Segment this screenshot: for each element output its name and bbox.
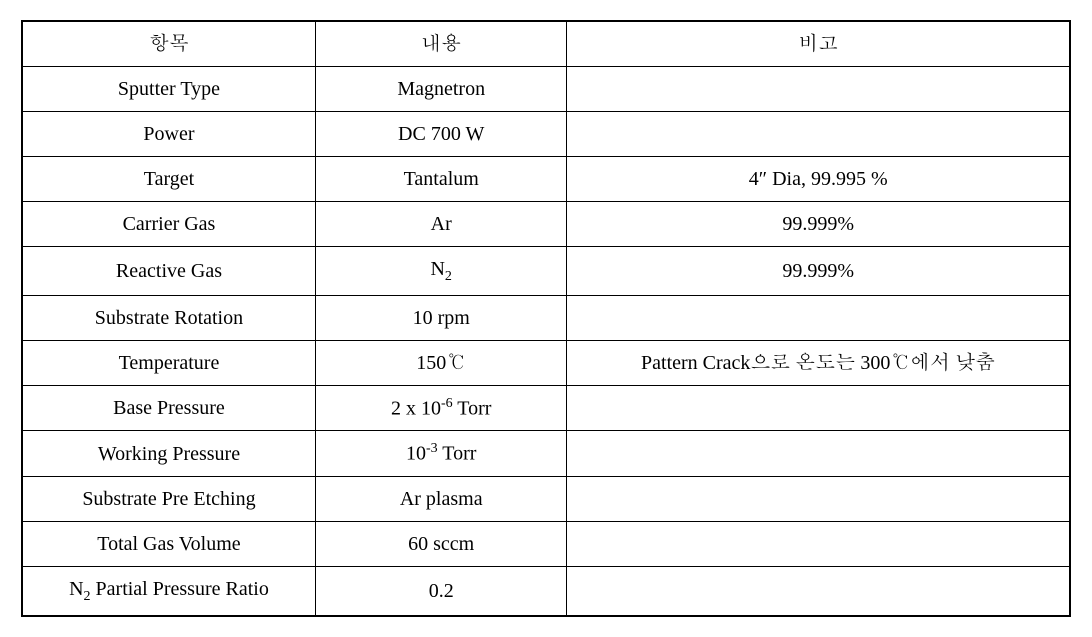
cell-note <box>567 295 1070 340</box>
table-row: N2 Partial Pressure Ratio 0.2 <box>22 566 1070 615</box>
header-content: 내용 <box>315 21 567 67</box>
table-row: Total Gas Volume 60 sccm <box>22 521 1070 566</box>
table-row: Carrier Gas Ar 99.999% <box>22 202 1070 247</box>
cell-content: 0.2 <box>315 566 567 615</box>
cell-item: Target <box>22 157 315 202</box>
cell-item: Base Pressure <box>22 385 315 431</box>
cell-note: 99.999% <box>567 202 1070 247</box>
cell-item: N2 Partial Pressure Ratio <box>22 566 315 615</box>
cell-item: Carrier Gas <box>22 202 315 247</box>
cell-item: Substrate Rotation <box>22 295 315 340</box>
cell-content: Magnetron <box>315 67 567 112</box>
cell-item: Total Gas Volume <box>22 521 315 566</box>
table-row: Reactive Gas N2 99.999% <box>22 247 1070 296</box>
cell-content: Ar plasma <box>315 476 567 521</box>
table-row: Substrate Pre Etching Ar plasma <box>22 476 1070 521</box>
table-row: Power DC 700 W <box>22 112 1070 157</box>
cell-content: 10-3 Torr <box>315 431 567 477</box>
cell-note <box>567 521 1070 566</box>
parameters-table: 항목 내용 비고 Sputter Type Magnetron Power DC… <box>21 20 1071 617</box>
table-row: Base Pressure 2 x 10-6 Torr <box>22 385 1070 431</box>
cell-note: 99.999% <box>567 247 1070 296</box>
cell-content: Tantalum <box>315 157 567 202</box>
cell-content: Ar <box>315 202 567 247</box>
cell-note <box>567 431 1070 477</box>
cell-note <box>567 385 1070 431</box>
cell-content: 150℃ <box>315 340 567 385</box>
table-row: Sputter Type Magnetron <box>22 67 1070 112</box>
cell-content: 10 rpm <box>315 295 567 340</box>
parameters-table-container: 항목 내용 비고 Sputter Type Magnetron Power DC… <box>21 20 1071 617</box>
table-row: Working Pressure 10-3 Torr <box>22 431 1070 477</box>
cell-item: Power <box>22 112 315 157</box>
cell-note <box>567 566 1070 615</box>
header-item: 항목 <box>22 21 315 67</box>
cell-item: Reactive Gas <box>22 247 315 296</box>
table-row: Substrate Rotation 10 rpm <box>22 295 1070 340</box>
header-note: 비고 <box>567 21 1070 67</box>
table-row: Target Tantalum 4″ Dia, 99.995 % <box>22 157 1070 202</box>
cell-content: 60 sccm <box>315 521 567 566</box>
cell-item: Working Pressure <box>22 431 315 477</box>
cell-item: Substrate Pre Etching <box>22 476 315 521</box>
table-body: Sputter Type Magnetron Power DC 700 W Ta… <box>22 67 1070 616</box>
cell-item: Sputter Type <box>22 67 315 112</box>
cell-content: 2 x 10-6 Torr <box>315 385 567 431</box>
cell-note <box>567 476 1070 521</box>
cell-note: Pattern Crack으로 온도는 300℃에서 낮춤 <box>567 340 1070 385</box>
cell-content: DC 700 W <box>315 112 567 157</box>
table-row: Temperature 150℃ Pattern Crack으로 온도는 300… <box>22 340 1070 385</box>
cell-note: 4″ Dia, 99.995 % <box>567 157 1070 202</box>
cell-item: Temperature <box>22 340 315 385</box>
cell-note <box>567 112 1070 157</box>
cell-note <box>567 67 1070 112</box>
cell-content: N2 <box>315 247 567 296</box>
table-header-row: 항목 내용 비고 <box>22 21 1070 67</box>
